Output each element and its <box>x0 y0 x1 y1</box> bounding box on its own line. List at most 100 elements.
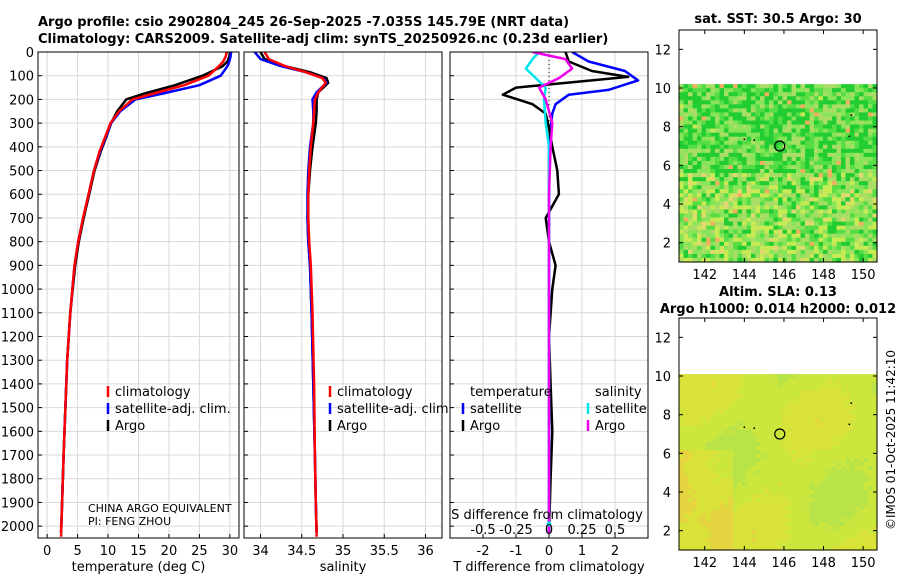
heat-cell <box>787 100 793 105</box>
heat-cell <box>737 390 743 395</box>
heat-cell <box>872 100 878 105</box>
heat-cell <box>773 108 779 114</box>
heat-cell <box>800 530 806 535</box>
heat-cell <box>751 470 757 475</box>
heat-cell <box>728 140 734 146</box>
heat-cell <box>818 418 824 423</box>
heat-cell <box>710 84 716 89</box>
heat-cell <box>692 542 698 547</box>
heat-cell <box>764 406 770 411</box>
heat-cell <box>760 490 766 495</box>
heat-cell <box>800 124 806 130</box>
heat-cell <box>701 434 707 439</box>
heat-cell <box>823 92 829 97</box>
heat-cell <box>737 482 743 487</box>
heat-cell <box>719 434 725 439</box>
heat-cell <box>746 257 752 263</box>
heat-cell <box>809 217 815 223</box>
heat-cell <box>742 160 748 166</box>
heat-cell <box>814 197 820 202</box>
heat-cell <box>760 486 766 491</box>
heat-cell <box>850 152 856 158</box>
heat-cell <box>746 100 752 105</box>
heat-cell <box>764 398 770 403</box>
heat-cell <box>728 486 734 491</box>
heat-cell <box>710 418 716 423</box>
heat-cell <box>751 494 757 499</box>
heat-cell <box>836 402 842 407</box>
heat-cell <box>737 422 743 427</box>
heat-cell <box>733 506 739 511</box>
heat-cell <box>737 530 743 535</box>
heat-cell <box>845 450 851 455</box>
heat-cell <box>773 494 779 499</box>
heat-cell <box>796 374 802 379</box>
heat-cell <box>760 132 766 138</box>
heat-cell <box>850 406 856 411</box>
heat-cell <box>701 169 707 174</box>
heat-cell <box>679 534 685 539</box>
heat-cell <box>859 406 865 411</box>
heat-cell <box>796 96 802 101</box>
heat-cell <box>688 438 694 443</box>
heat-cell <box>800 241 806 247</box>
heat-cell <box>832 522 838 527</box>
heat-cell <box>827 84 833 89</box>
heat-cell <box>805 177 811 182</box>
heat-cell <box>751 193 757 198</box>
heat-cell <box>679 193 685 198</box>
heat-cell <box>692 209 698 215</box>
heat-cell <box>778 506 784 511</box>
heat-cell <box>769 152 775 158</box>
heat-cell <box>688 502 694 507</box>
heat-cell <box>845 136 851 142</box>
heat-cell <box>809 542 815 547</box>
secondary-tick-label: 0.25 <box>568 523 597 538</box>
heat-cell <box>854 458 860 463</box>
heat-cell <box>760 140 766 146</box>
heat-cell <box>755 534 761 539</box>
heat-cell <box>724 490 730 495</box>
heat-cell <box>719 458 725 463</box>
heat-cell <box>679 120 685 126</box>
heat-cell <box>836 382 842 387</box>
heat-cell <box>814 406 820 411</box>
heat-cell <box>706 140 712 146</box>
heat-cell <box>809 514 815 519</box>
heat-cell <box>760 394 766 399</box>
heat-cell <box>791 466 797 471</box>
heat-cell <box>818 209 824 215</box>
heat-cell <box>832 374 838 379</box>
heat-cell <box>782 164 788 170</box>
heat-cell <box>814 173 820 178</box>
heat-cell <box>746 426 752 431</box>
heat-cell <box>791 177 797 182</box>
heat-cell <box>841 104 847 109</box>
heat-cell <box>728 462 734 467</box>
heat-cell <box>814 116 820 122</box>
heat-cell <box>710 104 716 109</box>
heat-cell <box>782 201 788 206</box>
heat-cell <box>845 92 851 97</box>
heat-cell <box>809 237 815 243</box>
heat-cell <box>733 542 739 547</box>
heat-cell <box>845 233 851 239</box>
heat-cell <box>823 132 829 138</box>
heat-cell <box>818 108 824 114</box>
heat-cell <box>782 177 788 182</box>
heat-cell <box>733 152 739 158</box>
heat-cell <box>683 526 689 531</box>
heat-cell <box>683 414 689 419</box>
heat-cell <box>859 156 865 162</box>
heat-cell <box>710 132 716 138</box>
heat-cell <box>719 534 725 539</box>
heat-cell <box>805 434 811 439</box>
heat-cell <box>679 426 685 431</box>
heat-cell <box>800 454 806 459</box>
heat-cell <box>760 406 766 411</box>
heat-cell <box>845 225 851 231</box>
heat-cell <box>715 394 721 399</box>
heat-cell <box>836 229 842 235</box>
heat-cell <box>787 386 793 391</box>
heat-cell <box>818 442 824 447</box>
